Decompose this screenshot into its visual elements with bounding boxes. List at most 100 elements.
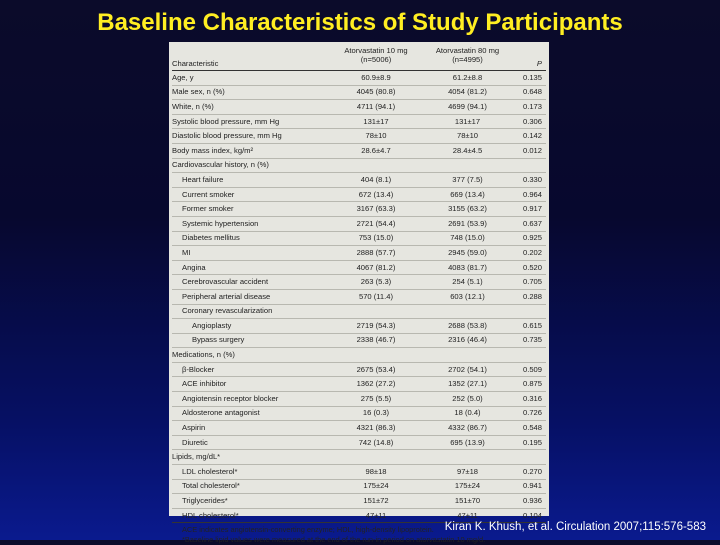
table-row: Angioplasty 2719 (54.3) 2688 (53.8) 0.615 [172,319,546,334]
table-row: Heart failure 404 (8.1) 377 (7.5) 0.330 [172,173,546,188]
table-row: Lipids, mg/dL* [172,450,546,465]
row-p-value: 0.705 [522,277,542,287]
header-atorvastatin-10: Atorvastatin 10 mg (n=5006) [332,44,420,71]
row-label: Male sex, n (%) [172,87,225,97]
row-p-value: 0.195 [522,437,542,447]
row-p-value: 0.964 [522,189,542,199]
row-p-value: 0.735 [522,335,542,345]
row-label: Angioplasty [192,320,232,330]
row-p-value: 0.548 [522,423,542,433]
row-value-atorvastatin-80: 97±18 [456,466,479,476]
row-value-atorvastatin-10: 3167 (63.3) [356,204,396,214]
table-row: White, n (%) 4711 (94.1) 4699 (94.1) 0.173 [172,100,546,115]
table-row: MI 2888 (57.7) 2945 (59.0) 0.202 [172,246,546,261]
table-row: Cerebrovascular accident 263 (5.3) 254 (5.… [172,275,546,290]
row-value-atorvastatin-10 [332,158,420,173]
row-value-atorvastatin-10: 4711 (94.1) [356,101,396,111]
row-value-atorvastatin-80 [420,450,515,465]
row-value-atorvastatin-10: 742 (14.8) [358,437,394,447]
row-value-atorvastatin-80: 4083 (81.7) [448,262,487,272]
header-atorvastatin-80: Atorvastatin 80 mg (n=4995) [420,44,515,71]
table-row: Male sex, n (%) 4045 (80.8) 4054 (81.2) 0.6… [172,85,546,100]
row-p-value: 0.917 [522,204,542,214]
table-row: Aspirin 4321 (86.3) 4332 (86.7) 0.548 [172,421,546,436]
row-value-atorvastatin-80 [420,348,515,363]
row-value-atorvastatin-80: 2945 (59.0) [448,247,487,257]
row-value-atorvastatin-10: 1362 (27.2) [356,379,396,389]
row-value-atorvastatin-80 [420,304,515,319]
row-value-atorvastatin-10: 2888 (57.7) [356,247,396,257]
row-value-atorvastatin-10: 175±24 [363,481,389,491]
table-row: ACE inhibitor 1362 (27.2) 1352 (27.1) 0.875 [172,377,546,392]
baseline-table: Characteristic Atorvastatin 10 mg (n=500… [172,44,546,523]
table-row: Body mass index, kg/m² 28.6±4.7 28.4±4.5 0.… [172,143,546,159]
row-p-value: 0.135 [522,72,542,82]
row-value-atorvastatin-80: 47±11 [457,510,478,520]
row-p-value: 0.316 [522,393,542,403]
table-row: Diabetes mellitus 753 (15.0) 748 (15.0) 0.9… [172,231,546,246]
row-value-atorvastatin-10: 2719 (54.3) [356,320,396,330]
row-value-atorvastatin-80: 1352 (27.1) [448,379,487,389]
row-label: Aldosterone antagonist [182,408,260,418]
row-value-atorvastatin-80: 61.2±8.8 [452,72,483,82]
row-value-atorvastatin-10 [332,304,420,319]
table-row: HDL cholesterol* 47±11 47±11 0.104 [172,508,546,523]
row-value-atorvastatin-80 [420,158,515,173]
row-value-atorvastatin-10: 2675 (53.4) [356,364,396,374]
row-label: Diabetes mellitus [182,233,240,243]
row-value-atorvastatin-80: 18 (0.4) [454,408,481,418]
row-value-atorvastatin-10: 2338 (46.7) [356,335,396,345]
table-row: Former smoker 3167 (63.3) 3155 (63.2) 0.917 [172,202,546,217]
row-label: Systolic blood pressure, mm Hg [172,116,280,126]
header-p-value: P [515,44,546,71]
row-p-value: 0.615 [522,320,542,330]
row-value-atorvastatin-80: 78±10 [456,131,479,141]
row-p-value: 0.509 [522,364,542,374]
header-atorvastatin-80-n: (n=4995) [452,55,483,64]
row-label: Aspirin [182,423,206,433]
slide-title: Baseline Characteristics of Study Partic… [97,9,623,36]
row-value-atorvastatin-80: 669 (13.4) [450,189,485,199]
header-atorvastatin-80-name: Atorvastatin 80 mg [435,46,500,55]
row-label: White, n (%) [172,101,214,111]
row-value-atorvastatin-80: 748 (15.0) [450,233,485,243]
table-row: Cardiovascular history, n (%) [172,158,546,173]
row-p-value: 0.648 [522,87,542,97]
row-value-atorvastatin-10: 4321 (86.3) [356,423,396,433]
row-value-atorvastatin-80: 2316 (46.4) [448,335,487,345]
citation: Kiran K. Khush, et al. Circulation 2007;… [444,521,706,533]
table-row: Systolic blood pressure, mm Hg 131±17 131±… [172,114,546,129]
row-value-atorvastatin-80: 28.4±4.5 [452,145,483,155]
row-p-value: 0.936 [522,496,542,506]
row-label: Body mass index, kg/m² [172,145,254,155]
row-label: Systemic hypertension [182,218,259,228]
row-p-value: 0.142 [522,131,542,141]
table-body: Age, y 60.9±8.9 61.2±8.8 0.135 Male sex, n (… [172,71,546,523]
row-p-value: 0.104 [522,510,542,520]
row-value-atorvastatin-80: 377 (7.5) [452,174,483,184]
table-row: Diastolic blood pressure, mm Hg 78±10 78±1… [172,129,546,144]
row-value-atorvastatin-10: 2721 (54.4) [356,218,396,228]
table-row: Age, y 60.9±8.9 61.2±8.8 0.135 [172,71,546,86]
row-label: Diastolic blood pressure, mm Hg [172,131,282,141]
row-value-atorvastatin-10: 275 (5.5) [360,393,392,403]
row-p-value: 0.270 [522,466,542,476]
row-label: Age, y [172,72,194,82]
row-value-atorvastatin-80: 2688 (53.8) [448,320,487,330]
table-row: Angina 4067 (81.2) 4083 (81.7) 0.520 [172,260,546,275]
row-value-atorvastatin-10: 753 (15.0) [358,233,394,243]
row-value-atorvastatin-10: 16 (0.3) [362,408,390,418]
row-label: Lipids, mg/dL* [172,452,221,462]
table-row: LDL cholesterol* 98±18 97±18 0.270 [172,465,546,480]
row-p-value: 0.726 [522,408,542,418]
footnote-lipids: *Baseline lipid values were measured at … [182,535,486,545]
row-label: LDL cholesterol* [182,466,238,476]
row-label: Cerebrovascular accident [182,277,269,287]
row-value-atorvastatin-10 [332,348,420,363]
row-p-value [515,450,546,465]
row-value-atorvastatin-80: 4699 (94.1) [448,101,487,111]
row-p-value [515,158,546,173]
row-label: Current smoker [182,189,235,199]
table-row: Aldosterone antagonist 16 (0.3) 18 (0.4) 0.… [172,406,546,421]
row-value-atorvastatin-10 [332,450,420,465]
